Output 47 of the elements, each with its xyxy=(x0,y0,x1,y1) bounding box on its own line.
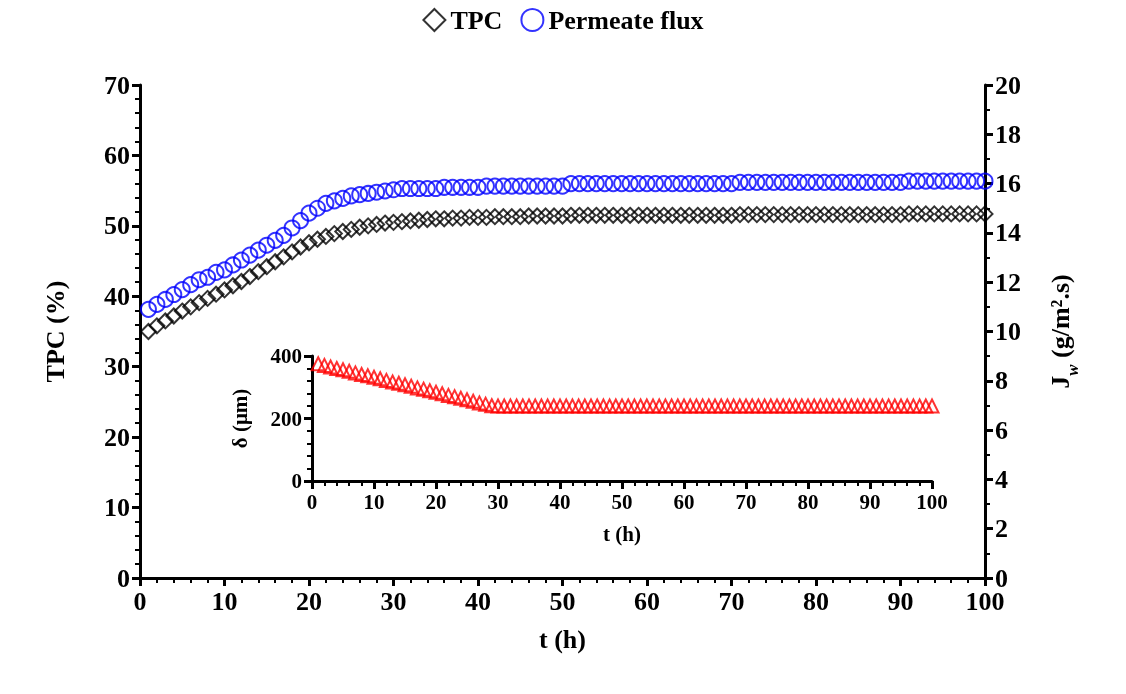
x-tick-label: 50 xyxy=(549,586,576,616)
x-tick-label: 80 xyxy=(797,489,819,514)
x-tick-label: 90 xyxy=(887,586,914,616)
y-tick-label: 50 xyxy=(104,211,130,241)
y2-tick-label: 8 xyxy=(995,366,1008,396)
y-tick-label: 40 xyxy=(104,281,130,311)
y2-tick-label: 6 xyxy=(995,415,1008,445)
x-tick-label: 40 xyxy=(465,586,491,616)
y-axis-title: δ (μm) xyxy=(227,388,252,449)
x-tick-label: 30 xyxy=(487,489,509,514)
y-tick-label: 30 xyxy=(104,352,130,382)
x-tick-label: 20 xyxy=(296,586,322,616)
x-tick-label: 70 xyxy=(718,586,745,616)
x-tick-label: 90 xyxy=(859,489,881,514)
x-tick-label: 0 xyxy=(306,489,318,514)
x-tick-label: 60 xyxy=(673,489,695,514)
y2-tick-label: 10 xyxy=(995,317,1021,346)
y-tick-label: 0 xyxy=(291,469,302,493)
y-tick-label: 400 xyxy=(270,344,302,368)
y-tick-label: 20 xyxy=(104,422,130,452)
y2-tick-label: 14 xyxy=(995,218,1021,248)
y2-tick-label: 4 xyxy=(995,464,1008,494)
x-tick-label: 30 xyxy=(380,586,407,616)
y2-tick-label: 16 xyxy=(995,169,1021,199)
y2-tick-label: 20 xyxy=(995,70,1021,100)
x-axis-title: t (h) xyxy=(539,624,586,654)
x-tick-label: 40 xyxy=(549,489,571,514)
x-tick-label: 80 xyxy=(803,586,829,616)
x-tick-label: 70 xyxy=(735,489,757,514)
legend-label: Permeate flux xyxy=(548,5,704,35)
y-axis-title: TPC (%) xyxy=(40,280,70,383)
y-tick-label: 0 xyxy=(117,563,130,593)
x-tick-label: 10 xyxy=(211,586,238,616)
x-tick-label: 20 xyxy=(425,489,447,514)
y-tick-label: 200 xyxy=(270,406,302,431)
y-tick-label: 60 xyxy=(104,140,130,170)
y2-tick-label: 18 xyxy=(995,119,1021,149)
x-tick-label: 10 xyxy=(363,489,385,514)
x-axis-title: t (h) xyxy=(603,521,641,546)
y2-tick-label: 12 xyxy=(995,267,1021,297)
y2-tick-label: 2 xyxy=(995,514,1008,544)
x-tick-label: 100 xyxy=(916,489,948,514)
y-tick-label: 70 xyxy=(104,70,130,100)
y2-axis-title: Jw (g/m².s) xyxy=(1045,274,1082,389)
x-tick-label: 50 xyxy=(611,489,633,514)
x-tick-label: 60 xyxy=(634,586,660,616)
legend-label: TPC xyxy=(450,5,503,35)
